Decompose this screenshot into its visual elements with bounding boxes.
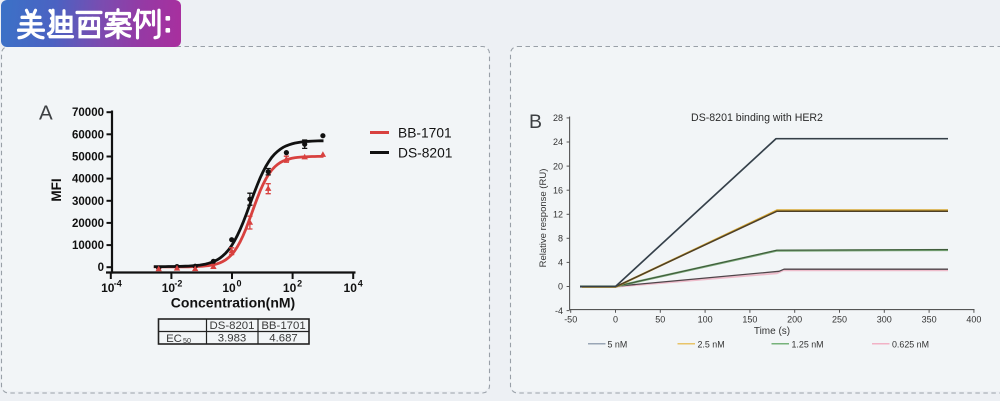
svg-text:4.687: 4.687 bbox=[269, 333, 298, 345]
svg-text:B: B bbox=[529, 111, 542, 133]
svg-text:-4: -4 bbox=[555, 306, 563, 316]
svg-text:200: 200 bbox=[787, 315, 802, 325]
svg-text:2.5 nM: 2.5 nM bbox=[698, 339, 725, 349]
svg-text:A: A bbox=[39, 102, 53, 125]
svg-text:-4: -4 bbox=[114, 279, 122, 289]
svg-text:10: 10 bbox=[162, 281, 176, 295]
svg-text:50: 50 bbox=[655, 315, 665, 325]
svg-text:2: 2 bbox=[297, 279, 302, 289]
svg-text:Relative response (RU): Relative response (RU) bbox=[538, 169, 549, 268]
svg-text:DS-8201: DS-8201 bbox=[398, 145, 452, 160]
svg-text:28: 28 bbox=[553, 113, 563, 123]
svg-text:350: 350 bbox=[922, 315, 937, 325]
svg-text:3.983: 3.983 bbox=[218, 333, 247, 345]
svg-text:EC: EC bbox=[166, 333, 182, 345]
svg-text:150: 150 bbox=[742, 315, 757, 325]
svg-text:DS-8201: DS-8201 bbox=[210, 320, 255, 332]
svg-text:300: 300 bbox=[877, 315, 892, 325]
svg-text:4: 4 bbox=[358, 279, 363, 289]
svg-text:Time (s): Time (s) bbox=[754, 326, 790, 337]
svg-text:10: 10 bbox=[283, 281, 297, 295]
svg-text:20: 20 bbox=[553, 161, 563, 171]
svg-text:0: 0 bbox=[613, 315, 618, 325]
svg-text:4: 4 bbox=[558, 258, 563, 268]
svg-text:20000: 20000 bbox=[72, 218, 104, 230]
svg-text:0.625 nM: 0.625 nM bbox=[892, 339, 929, 349]
svg-text:5 nM: 5 nM bbox=[608, 339, 628, 349]
svg-text:MFI: MFI bbox=[49, 178, 64, 201]
svg-text:10000: 10000 bbox=[72, 240, 104, 252]
svg-text:30000: 30000 bbox=[72, 196, 104, 208]
svg-text:0: 0 bbox=[98, 262, 104, 274]
svg-text:10: 10 bbox=[222, 281, 236, 295]
svg-text:400: 400 bbox=[966, 315, 981, 325]
svg-text:DS-8201 binding with HER2: DS-8201 binding with HER2 bbox=[691, 112, 823, 124]
svg-text:0: 0 bbox=[558, 282, 563, 292]
svg-text:100: 100 bbox=[698, 315, 713, 325]
svg-text:BB-1701: BB-1701 bbox=[398, 125, 452, 140]
svg-text:0: 0 bbox=[236, 279, 241, 289]
svg-text:Concentration(nM): Concentration(nM) bbox=[171, 295, 295, 311]
svg-text:40000: 40000 bbox=[72, 174, 104, 186]
svg-text:16: 16 bbox=[553, 185, 563, 195]
svg-text:10: 10 bbox=[344, 281, 358, 295]
svg-text:50000: 50000 bbox=[72, 152, 104, 164]
svg-text:-2: -2 bbox=[174, 279, 182, 289]
svg-text:250: 250 bbox=[832, 315, 847, 325]
svg-text:12: 12 bbox=[553, 210, 563, 220]
svg-text:50: 50 bbox=[183, 336, 191, 345]
svg-text:10: 10 bbox=[101, 281, 115, 295]
svg-text:-50: -50 bbox=[564, 315, 577, 325]
svg-text:1.25 nM: 1.25 nM bbox=[792, 339, 824, 349]
svg-text:BB-1701: BB-1701 bbox=[261, 320, 305, 332]
svg-text:60000: 60000 bbox=[72, 129, 104, 141]
svg-text:8: 8 bbox=[558, 234, 563, 244]
svg-text:70000: 70000 bbox=[72, 107, 104, 119]
svg-text:24: 24 bbox=[553, 137, 563, 147]
